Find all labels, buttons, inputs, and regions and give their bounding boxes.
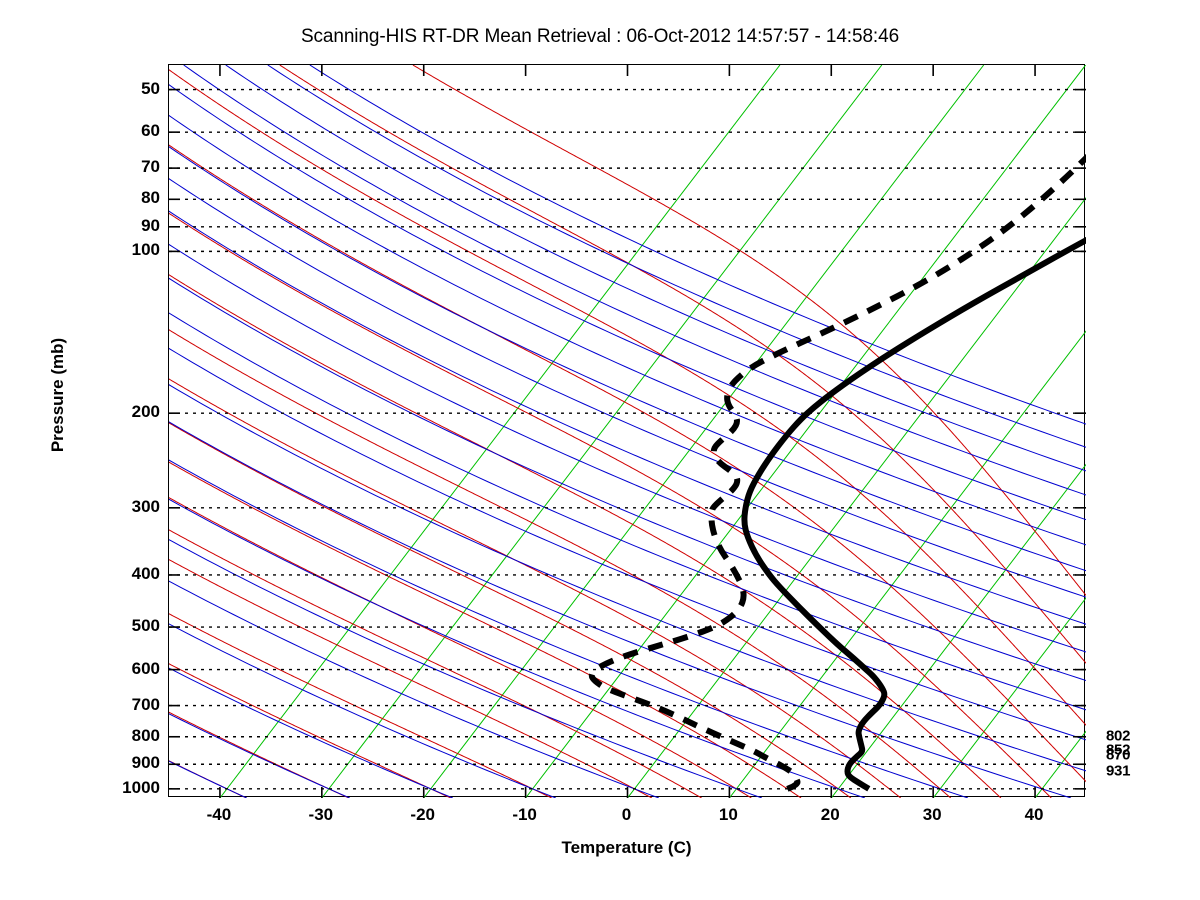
y-tick-label-200: 200 <box>131 402 160 422</box>
right-annotation-870: 870 <box>1106 746 1131 764</box>
right-annotation-852: 852 <box>1106 741 1131 759</box>
y-tick-label-300: 300 <box>131 496 160 516</box>
x-tick-label-neg20: -20 <box>410 805 436 824</box>
x-tick-label-10: 10 <box>718 805 738 824</box>
y-tick-label-90: 90 <box>141 215 160 235</box>
x-tick-label-neg30: -30 <box>308 805 334 824</box>
y-tick-label-600: 600 <box>131 658 160 678</box>
y-tick-label-800: 800 <box>131 725 160 745</box>
y-tick-label-70: 70 <box>141 157 160 177</box>
x-tick-label-neg40: -40 <box>206 805 232 824</box>
y-tick-label-900: 900 <box>131 753 160 773</box>
y-tick-label-60: 60 <box>141 121 160 141</box>
y-tick-label-100: 100 <box>131 240 160 260</box>
x-tick-label-0: 0 <box>621 805 632 824</box>
y-tick-label-500: 500 <box>131 616 160 636</box>
y-tick-label-1000: 1000 <box>122 777 160 797</box>
skewt-canvas <box>169 65 1086 798</box>
y-tick-label-80: 80 <box>141 188 160 208</box>
x-tick-label-40: 40 <box>1024 805 1044 824</box>
x-axis-title: Temperature (C) <box>561 838 692 857</box>
y-tick-label-50: 50 <box>141 78 160 98</box>
x-tick-label-30: 30 <box>922 805 942 824</box>
right-annotation-931: 931 <box>1106 762 1131 780</box>
axis-tick-marks <box>219 65 1036 798</box>
right-pressure-annotations: 802 852 870 931 <box>1106 64 1200 797</box>
dry-adiabat-lines <box>169 65 1086 798</box>
x-tick-label-neg10: -10 <box>512 805 537 824</box>
moist-adiabat-lines <box>169 65 1086 798</box>
chart-title: Scanning-HIS RT-DR Mean Retrieval : 06-O… <box>300 26 900 47</box>
x-tick-label-20: 20 <box>820 805 840 824</box>
right-annotation-802: 802 <box>1106 727 1131 745</box>
y-tick-label-400: 400 <box>131 563 160 583</box>
y-axis-tick-labels: 50 60 70 80 90 100 200 300 400 500 600 700 800 900 100… <box>0 64 1200 797</box>
x-axis-tick-labels: -40 -30 -20 -10 0 10 20 30 40 <box>168 805 1085 833</box>
pressure-gridlines <box>169 88 1086 790</box>
plot-area <box>168 64 1086 798</box>
y-tick-label-700: 700 <box>131 694 160 714</box>
sounding-profiles <box>588 153 1086 792</box>
